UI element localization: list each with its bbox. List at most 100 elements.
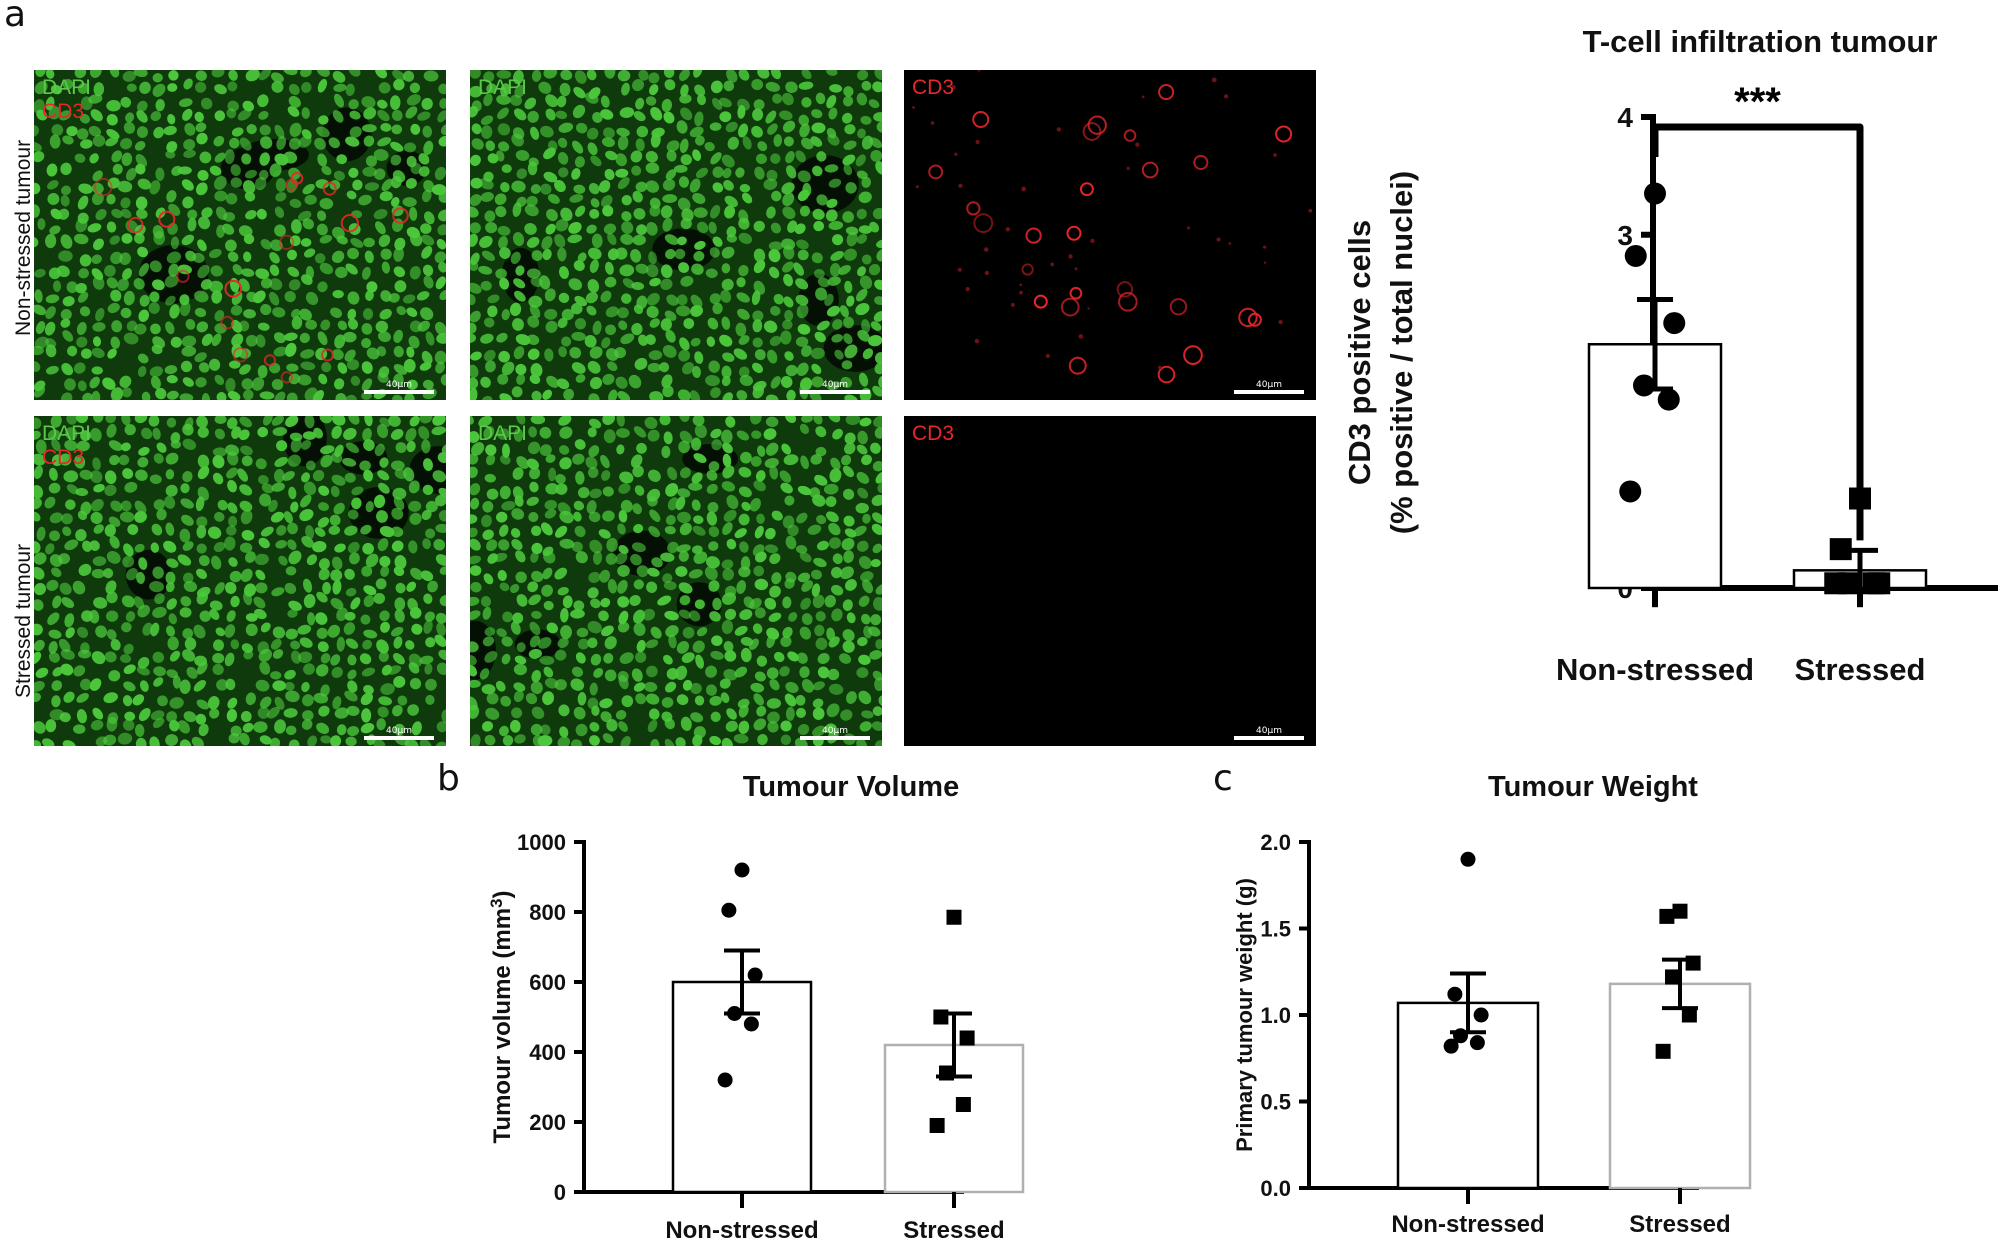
y-tick-label: 2.0 xyxy=(1260,830,1291,855)
micrograph-image xyxy=(34,70,446,400)
stain-label-dapi: DAPI xyxy=(42,76,92,99)
data-point xyxy=(933,1009,949,1025)
data-point xyxy=(1619,480,1642,503)
micrograph-stressed-merge: DAPI CD3 40µm xyxy=(34,416,446,746)
stain-label-dapi: DAPI xyxy=(478,76,528,99)
scale-bar-label: 40µm xyxy=(1256,726,1282,736)
bar-stressed xyxy=(1608,982,1752,1190)
data-point xyxy=(939,1065,954,1081)
chart-b: Tumour Volume 0 200 400 600 800 1000 Tumour vol… xyxy=(487,771,1025,1243)
data-point xyxy=(1443,1038,1459,1054)
data-point xyxy=(747,967,763,983)
data-point xyxy=(959,1030,975,1046)
data-point xyxy=(1657,388,1680,411)
scale-bar: 40µm xyxy=(364,380,434,394)
scale-bar: 40µm xyxy=(800,726,870,740)
data-point xyxy=(1447,986,1463,1002)
y-axis-label: Tumour volume (mm3) xyxy=(487,891,516,1144)
x-category-label: Non-stressed xyxy=(665,1217,818,1243)
scale-bar: 40µm xyxy=(364,726,434,740)
x-category-label: Non-stressed xyxy=(1391,1211,1544,1238)
micrograph-nonstressed-cd3: CD3 40µm xyxy=(904,70,1316,400)
chart-a: T-cell infiltration tumour01234CD3 posit… xyxy=(1342,24,1998,687)
data-point xyxy=(1659,908,1675,924)
x-category-label: Non-stressed xyxy=(1556,652,1754,687)
micrograph-image xyxy=(34,416,446,746)
significance-bracket xyxy=(1651,123,1864,541)
data-point xyxy=(1453,1028,1468,1044)
data-point xyxy=(1862,572,1885,595)
stain-label-cd3: CD3 xyxy=(42,100,85,123)
y-tick-label: 800 xyxy=(529,900,566,925)
y-tick-label: 0.5 xyxy=(1260,1089,1291,1114)
y-tick-label: 1.0 xyxy=(1260,1003,1291,1028)
stain-label-cd3: CD3 xyxy=(42,446,85,469)
data-point xyxy=(1624,244,1647,267)
data-point xyxy=(1633,374,1655,397)
scale-bar-label: 40µm xyxy=(386,726,412,736)
scale-bar-label: 40µm xyxy=(386,380,412,390)
scale-bar: 40µm xyxy=(1234,726,1304,740)
y-tick-label: 400 xyxy=(529,1040,566,1065)
scale-bar: 40µm xyxy=(800,380,870,394)
significance-label: *** xyxy=(1734,80,1781,124)
micrograph-nonstressed-merge: DAPI CD3 40µm xyxy=(34,70,446,400)
micrograph-image xyxy=(904,70,1316,400)
data-point xyxy=(1685,955,1701,971)
data-point xyxy=(717,1072,733,1088)
y-axis-label: CD3 positive cells xyxy=(1342,220,1377,485)
micrograph-stressed-dapi: DAPI 40µm xyxy=(470,416,882,746)
panel-letter-b: b xyxy=(437,758,460,799)
stain-label-cd3: CD3 xyxy=(912,422,955,445)
stain-label-dapi: DAPI xyxy=(42,422,92,445)
y-axis-label-line2: (% positive / total nuclei) xyxy=(1384,171,1419,534)
y-tick-label: 0.0 xyxy=(1260,1176,1291,1201)
data-point xyxy=(1681,1007,1697,1023)
data-point xyxy=(1829,538,1852,561)
data-point xyxy=(721,902,737,918)
micrograph-image xyxy=(904,416,1316,746)
panel-letter-a: a xyxy=(4,0,27,35)
micrograph-image xyxy=(470,70,882,400)
data-point xyxy=(1665,969,1680,985)
x-category-label: Stressed xyxy=(1629,1211,1730,1238)
data-point xyxy=(955,1097,971,1112)
scale-bar-label: 40µm xyxy=(822,380,848,390)
data-point xyxy=(734,862,750,878)
data-point xyxy=(1460,851,1476,867)
data-point xyxy=(1655,1043,1671,1059)
stain-label-cd3: CD3 xyxy=(912,76,955,99)
data-point xyxy=(1824,572,1847,595)
data-point xyxy=(929,1118,945,1133)
scale-bar-label: 40µm xyxy=(822,726,848,736)
y-tick-label: 1.5 xyxy=(1260,916,1291,941)
chart-title: T-cell infiltration tumour xyxy=(1583,24,1938,59)
y-tick-label: 0 xyxy=(554,1180,566,1205)
data-point xyxy=(743,1016,759,1032)
x-category-label: Stressed xyxy=(1795,652,1926,687)
stain-label-dapi: DAPI xyxy=(478,422,528,445)
y-tick-label: 3 xyxy=(1617,220,1633,251)
y-tick-label: 1000 xyxy=(517,830,566,855)
y-axis-label: Primary tumour weight (g) xyxy=(1232,878,1257,1152)
y-tick-label: 200 xyxy=(529,1110,566,1135)
x-category-label: Stressed xyxy=(903,1217,1004,1243)
micrograph-nonstressed-dapi: DAPI 40µm xyxy=(470,70,882,400)
data-point xyxy=(1469,1035,1485,1051)
data-point xyxy=(946,909,962,925)
chart-title: Tumour Volume xyxy=(743,771,959,803)
panel-letter-c: c xyxy=(1213,758,1233,799)
micrograph-image xyxy=(470,416,882,746)
scale-bar: 40µm xyxy=(1234,380,1304,394)
data-point xyxy=(1672,903,1688,919)
data-point xyxy=(1663,312,1686,335)
chart-title: Tumour Weight xyxy=(1488,771,1698,803)
micrograph-stressed-cd3: CD3 40µm xyxy=(904,416,1316,746)
data-point xyxy=(727,1006,742,1021)
y-tick-label: 4 xyxy=(1617,102,1633,133)
y-tick-label: 600 xyxy=(529,970,566,995)
scale-bar-label: 40µm xyxy=(1256,380,1282,390)
data-point xyxy=(1473,1007,1489,1023)
